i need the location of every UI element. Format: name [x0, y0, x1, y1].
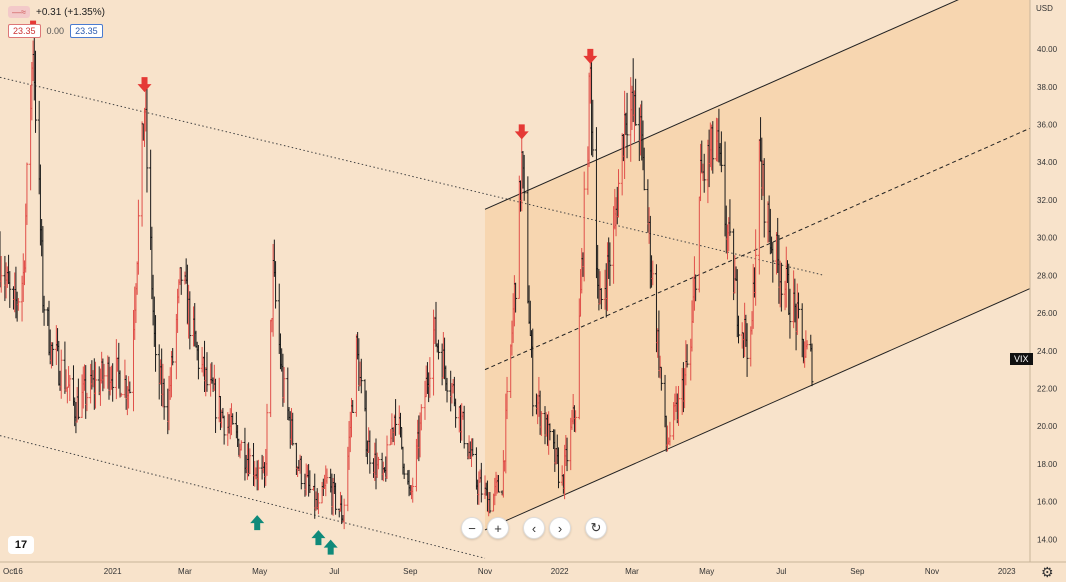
y-tick-label: 14.00 — [1037, 535, 1058, 544]
ask-price-box[interactable]: 23.35 — [70, 24, 103, 38]
change-text: +0.31 (+1.35%) — [36, 6, 105, 18]
y-tick-label: 38.00 — [1037, 83, 1058, 92]
legend: — ≈ +0.31 (+1.35%) 23.35 0.00 23.35 — [8, 4, 105, 39]
x-tick-label: May — [699, 567, 714, 576]
y-tick-label: 30.00 — [1037, 234, 1058, 243]
x-tick-label: Oct — [3, 567, 16, 576]
scroll-right-button[interactable]: › — [549, 517, 571, 539]
x-tick-label: Jul — [776, 567, 786, 576]
x-tick-label: Jul — [329, 567, 339, 576]
zoom-in-button[interactable]: + — [487, 517, 509, 539]
y-tick-label: 16.00 — [1037, 498, 1058, 507]
x-tick-label: Nov — [478, 567, 492, 576]
y-tick-label: 28.00 — [1037, 271, 1058, 280]
x-tick-label: Mar — [178, 567, 192, 576]
line-style-button[interactable]: — ≈ — [8, 6, 30, 18]
zoom-out-button[interactable]: − — [461, 517, 483, 539]
y-tick-label: 24.00 — [1037, 347, 1058, 356]
y-tick-label: 26.00 — [1037, 309, 1058, 318]
x-tick-label: 2022 — [551, 567, 569, 576]
price-bars — [0, 35, 814, 530]
y-tick-label: 20.00 — [1037, 422, 1058, 431]
trend-line-1 — [0, 435, 486, 559]
y-tick-label: 40.00 — [1037, 45, 1058, 54]
buy-arrow-5 — [311, 530, 326, 546]
sell-arrow-3 — [583, 48, 598, 64]
x-tick-label: 2021 — [104, 567, 122, 576]
x-tick-label: 16 — [14, 567, 23, 576]
chart-controls: − + ‹ › ↻ — [461, 517, 607, 539]
channel-upper-line — [484, 0, 959, 210]
y-tick-label: 22.00 — [1037, 384, 1058, 393]
spread-value: 0.00 — [46, 26, 65, 36]
currency-label: USD — [1036, 4, 1053, 13]
x-tick-label: Sep — [850, 567, 865, 576]
x-tick-label: May — [252, 567, 267, 576]
wave-style-label: ≈ — [21, 7, 26, 17]
x-tick-label: Sep — [403, 567, 418, 576]
x-tick-label: Nov — [925, 567, 939, 576]
x-tick-label: Mar — [625, 567, 639, 576]
sell-arrow-1 — [137, 77, 152, 93]
y-tick-label: 32.00 — [1037, 196, 1058, 205]
y-tick-label: 34.00 — [1037, 158, 1058, 167]
channel-lower-line — [484, 288, 1031, 531]
sell-arrow-2 — [514, 124, 529, 140]
gear-icon[interactable]: ⚙ — [1041, 564, 1054, 580]
channel-mid-line — [484, 127, 1031, 371]
series-tag: VIX — [1010, 353, 1033, 365]
y-tick-label: 18.00 — [1037, 460, 1058, 469]
y-tick-label: 36.00 — [1037, 120, 1058, 129]
reset-chart-button[interactable]: ↻ — [585, 517, 607, 539]
bid-price-box[interactable]: 23.35 — [8, 24, 41, 38]
scroll-left-button[interactable]: ‹ — [523, 517, 545, 539]
line-style-label: — — [12, 7, 22, 17]
x-tick-label: 2023 — [998, 567, 1016, 576]
buy-arrow-6 — [323, 539, 338, 555]
trend-line-0 — [0, 76, 825, 276]
channel-fill — [484, 0, 1030, 530]
tradingview-logo[interactable]: 17 — [8, 536, 34, 554]
buy-arrow-4 — [250, 515, 265, 531]
